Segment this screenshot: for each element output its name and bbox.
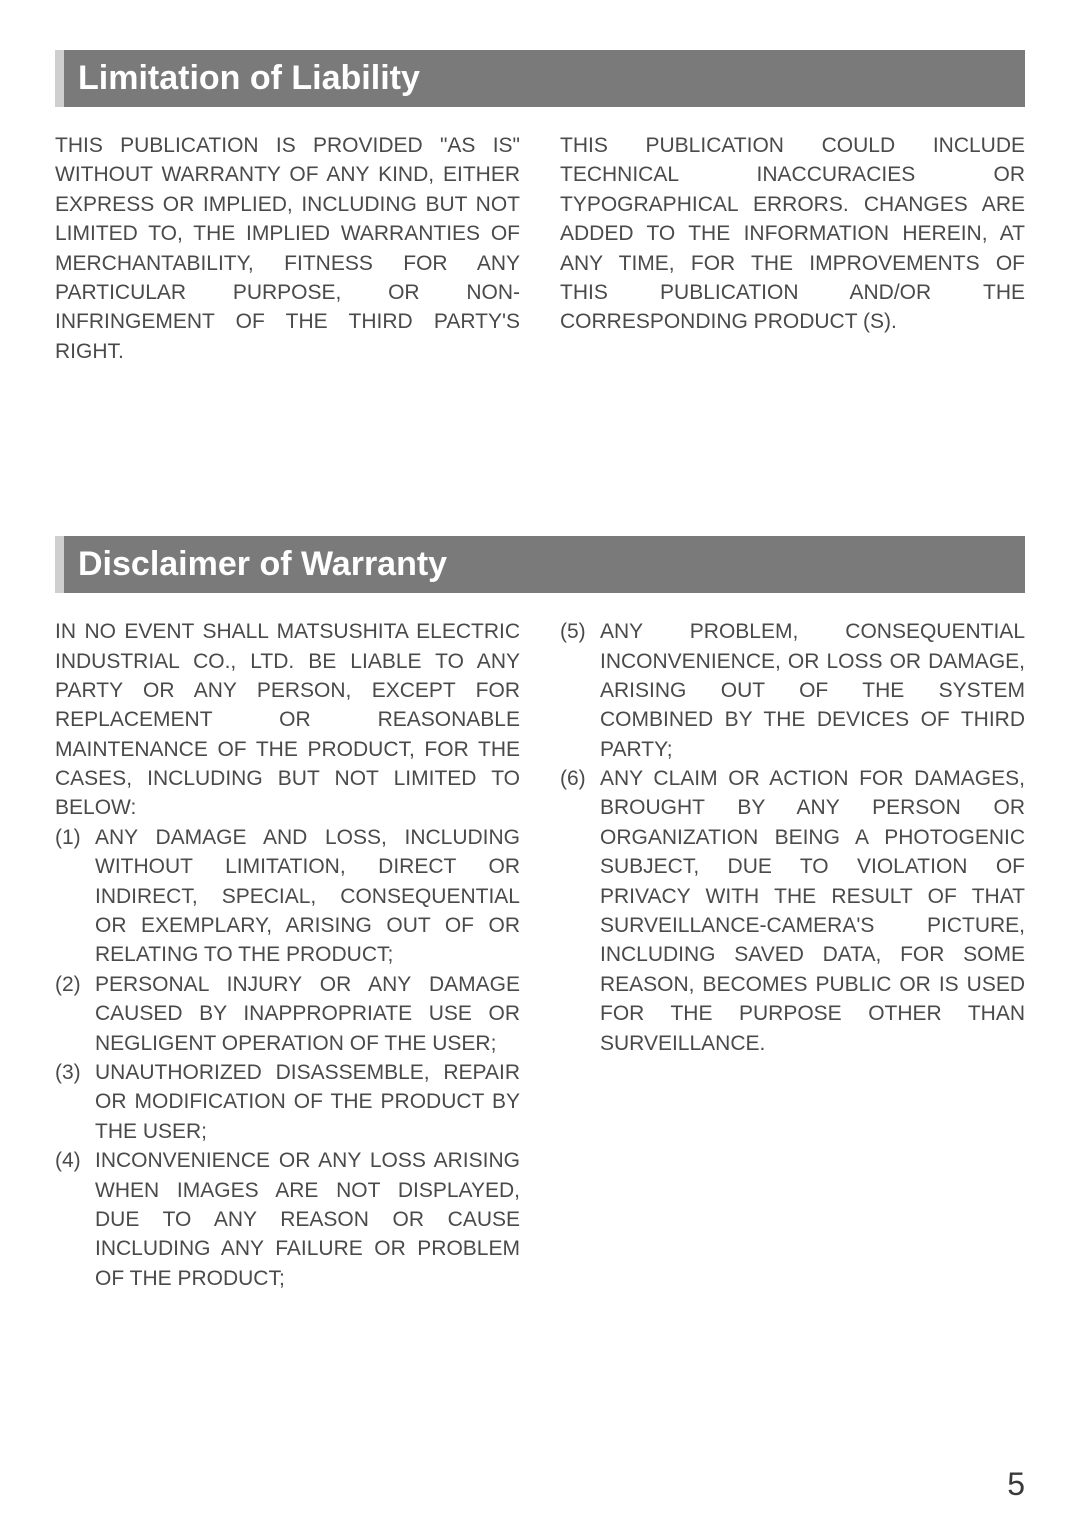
item-text: PERSONAL INJURY OR ANY DAMAGE CAUSED BY … [95, 970, 520, 1058]
list-item: (4) INCONVENIENCE OR ANY LOSS ARISING WH… [55, 1146, 520, 1293]
section2-col-left: IN NO EVENT SHALL MATSUSHITA ELECTRIC IN… [55, 617, 520, 1293]
section-gap [55, 366, 1025, 536]
section2-list-right: (5) ANY PROBLEM, CONSEQUENTIAL INCONVENI… [560, 617, 1025, 1058]
page-number: 5 [1007, 1466, 1025, 1503]
item-number: (4) [55, 1146, 95, 1293]
section2-list-left: (1) ANY DAMAGE AND LOSS, INCLUDING WITHO… [55, 823, 520, 1293]
heading-limitation-of-liability: Limitation of Liability [55, 50, 1025, 107]
section1-col-left: THIS PUBLICATION IS PROVIDED "AS IS" WIT… [55, 131, 520, 366]
heading-disclaimer-of-warranty: Disclaimer of Warranty [55, 536, 1025, 593]
item-number: (3) [55, 1058, 95, 1146]
page: Limitation of Liability THIS PUBLICATION… [0, 0, 1080, 1533]
section1-col-right: THIS PUBLICATION COULD INCLUDE TECHNICAL… [560, 131, 1025, 366]
section2-columns: IN NO EVENT SHALL MATSUSHITA ELECTRIC IN… [55, 617, 1025, 1293]
item-text: INCONVENIENCE OR ANY LOSS ARISING WHEN I… [95, 1146, 520, 1293]
item-text: ANY CLAIM OR ACTION FOR DAMAGES, BROUGHT… [600, 764, 1025, 1058]
item-text: ANY PROBLEM, CONSEQUENTIAL INCONVENIENCE… [600, 617, 1025, 764]
list-item: (6) ANY CLAIM OR ACTION FOR DAMAGES, BRO… [560, 764, 1025, 1058]
item-number: (6) [560, 764, 600, 1058]
list-item: (3) UNAUTHORIZED DISASSEMBLE, REPAIR OR … [55, 1058, 520, 1146]
item-text: ANY DAMAGE AND LOSS, INCLUDING WITHOUT L… [95, 823, 520, 970]
section2-intro: IN NO EVENT SHALL MATSUSHITA ELECTRIC IN… [55, 617, 520, 823]
item-number: (2) [55, 970, 95, 1058]
list-item: (2) PERSONAL INJURY OR ANY DAMAGE CAUSED… [55, 970, 520, 1058]
list-item: (1) ANY DAMAGE AND LOSS, INCLUDING WITHO… [55, 823, 520, 970]
item-text: UNAUTHORIZED DISASSEMBLE, REPAIR OR MODI… [95, 1058, 520, 1146]
section1-columns: THIS PUBLICATION IS PROVIDED "AS IS" WIT… [55, 131, 1025, 366]
list-item: (5) ANY PROBLEM, CONSEQUENTIAL INCONVENI… [560, 617, 1025, 764]
item-number: (1) [55, 823, 95, 970]
section2-col-right: (5) ANY PROBLEM, CONSEQUENTIAL INCONVENI… [560, 617, 1025, 1293]
item-number: (5) [560, 617, 600, 764]
